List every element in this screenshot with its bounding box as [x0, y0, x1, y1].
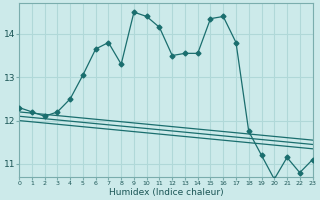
X-axis label: Humidex (Indice chaleur): Humidex (Indice chaleur)	[108, 188, 223, 197]
